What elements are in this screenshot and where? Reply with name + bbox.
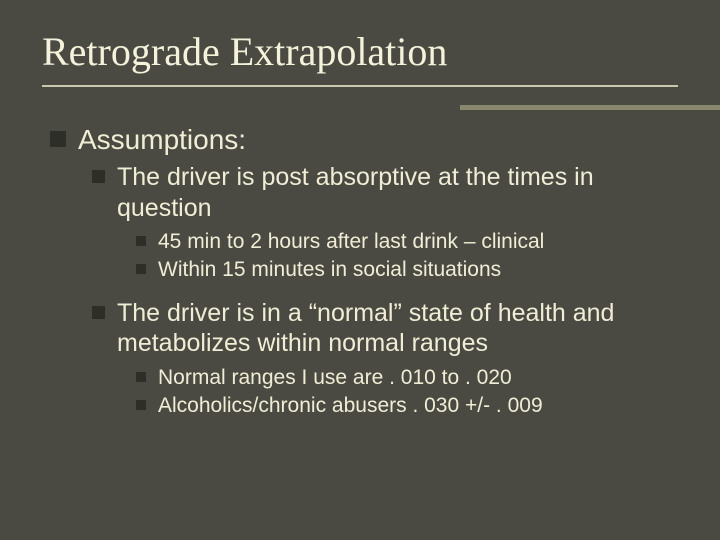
l2-text: The driver is post absorptive at the tim…: [117, 162, 678, 223]
square-bullet-icon: [50, 131, 66, 147]
square-bullet-icon: [136, 372, 146, 382]
l3-text: Normal ranges I use are . 010 to . 020: [158, 365, 512, 391]
l3-group: 45 min to 2 hours after last drink – cli…: [92, 229, 678, 284]
square-bullet-icon: [136, 264, 146, 274]
l3-text: Within 15 minutes in social situations: [158, 257, 501, 283]
l2-group: The driver is post absorptive at the tim…: [50, 162, 678, 419]
slide-body: Assumptions: The driver is post absorpti…: [42, 95, 678, 419]
list-item: The driver is post absorptive at the tim…: [92, 162, 678, 223]
square-bullet-icon: [92, 170, 105, 183]
l3-text: 45 min to 2 hours after last drink – cli…: [158, 229, 544, 255]
list-item: Normal ranges I use are . 010 to . 020: [136, 365, 678, 391]
accent-bar: [460, 105, 720, 110]
list-item: Assumptions:: [50, 123, 678, 156]
square-bullet-icon: [92, 306, 105, 319]
l3-group: Normal ranges I use are . 010 to . 020 A…: [92, 365, 678, 420]
l3-text: Alcoholics/chronic abusers . 030 +/- . 0…: [158, 393, 543, 419]
list-item: The driver is in a “normal” state of hea…: [92, 298, 678, 359]
list-item: Alcoholics/chronic abusers . 030 +/- . 0…: [136, 393, 678, 419]
list-item: 45 min to 2 hours after last drink – cli…: [136, 229, 678, 255]
slide-title: Retrograde Extrapolation: [42, 28, 678, 87]
l2-text: The driver is in a “normal” state of hea…: [117, 298, 678, 359]
l1-text: Assumptions:: [78, 123, 246, 156]
square-bullet-icon: [136, 400, 146, 410]
list-item: Within 15 minutes in social situations: [136, 257, 678, 283]
slide: Retrograde Extrapolation Assumptions: Th…: [0, 0, 720, 540]
square-bullet-icon: [136, 236, 146, 246]
